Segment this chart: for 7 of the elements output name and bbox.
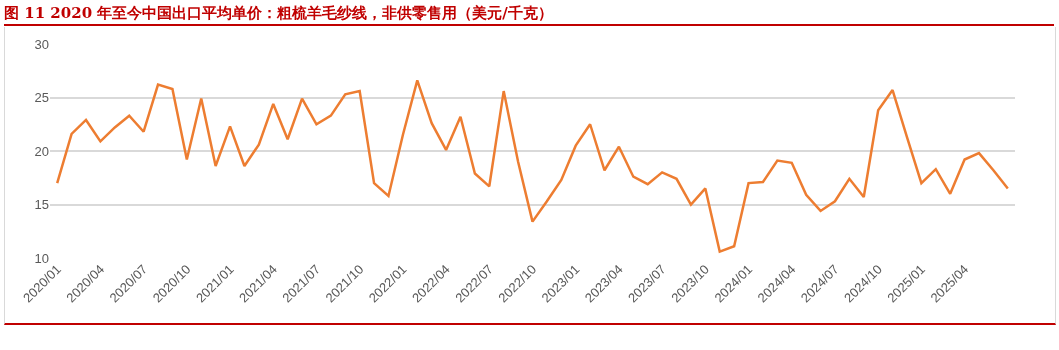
y-tick-label: 30 xyxy=(34,36,49,52)
y-tick-label: 20 xyxy=(34,143,49,159)
y-tick-label: 15 xyxy=(34,197,49,213)
y-tick-label: 25 xyxy=(34,90,49,106)
line-series xyxy=(55,79,1010,253)
chart-title: 图 11 2020 年至今中国出口平均单价：粗梳羊毛纱线，非供零售用（美元/千克） xyxy=(4,2,1054,26)
y-tick-label: 10 xyxy=(34,250,49,266)
